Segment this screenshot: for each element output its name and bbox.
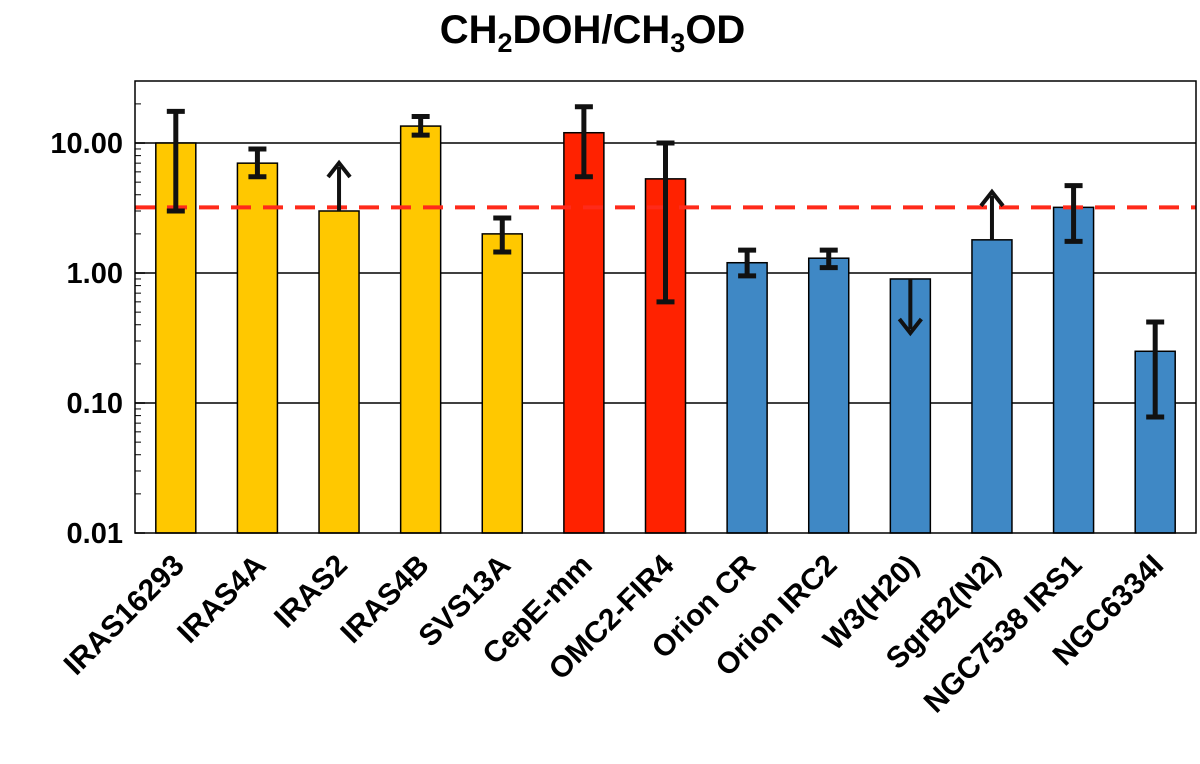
bar-iras4a [236,162,279,534]
plot-frame [134,80,1197,534]
x-tick-label: IRAS4A [171,549,272,650]
bar-sgrb2-n2- [971,239,1013,534]
y-tick-label: 0.10 [67,388,123,420]
bar-iras2 [318,210,360,534]
y-tick-label: 10.00 [50,128,123,160]
y-tick-label: 1.00 [67,258,123,290]
bar-iras4b [399,125,442,534]
bar-orion-irc2 [807,257,850,534]
lower-limit-arrowhead [979,188,1005,208]
bar-orion-cr [726,261,768,534]
x-tick-label: IRAS16293 [58,549,191,682]
upper-limit-arrowhead [897,317,923,337]
y-tick-label: 0.01 [67,518,123,550]
bar-ngc7538-irs1 [1052,206,1095,534]
bar-cepe-mm [563,131,605,534]
bar-svs13a [481,233,524,534]
chart-title: CH2DOH/CH3OD [439,8,746,58]
lower-limit-arrowhead [326,159,352,179]
